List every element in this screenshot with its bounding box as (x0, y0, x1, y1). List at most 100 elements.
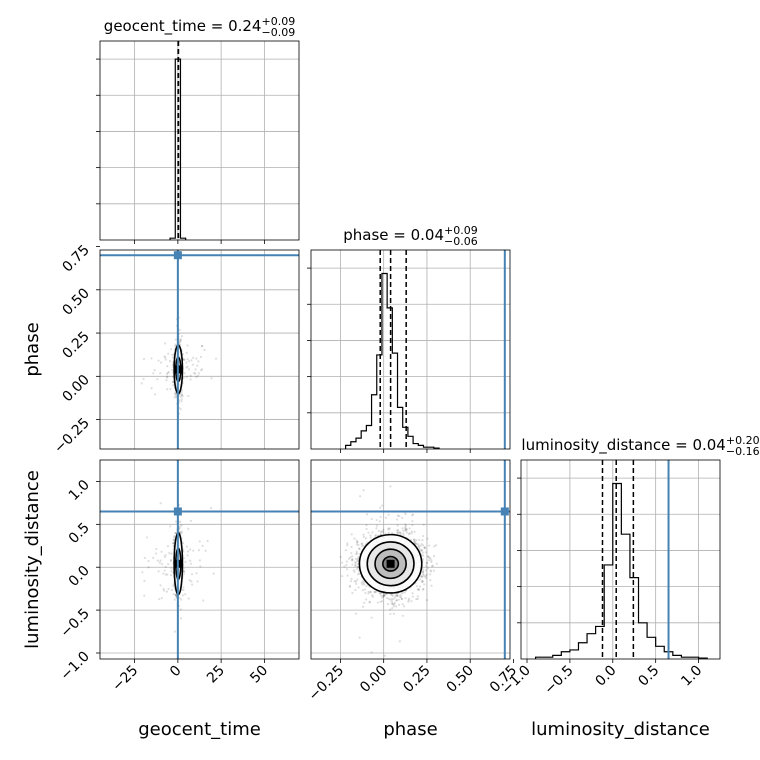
sample-point (391, 594, 394, 597)
sample-point (167, 587, 170, 591)
sample-point (408, 533, 411, 536)
sample-point (411, 514, 414, 517)
sample-point (389, 608, 392, 611)
sample-point (387, 531, 391, 534)
sample-point (396, 524, 399, 527)
sample-point (178, 597, 181, 600)
panel-content (100, 460, 299, 659)
sample-point (166, 545, 170, 548)
sample-point (396, 531, 399, 534)
sample-point (423, 547, 426, 550)
sample-point (355, 559, 359, 562)
sample-point (380, 600, 384, 603)
sample-point (430, 584, 433, 587)
axes-frame (99, 459, 300, 660)
sample-point (390, 600, 394, 603)
sample-point (351, 559, 354, 562)
x-tick-label: 0 (167, 663, 185, 681)
sample-point (421, 575, 424, 578)
sample-point (422, 588, 425, 591)
sample-point (174, 593, 178, 596)
sample-point (188, 360, 191, 363)
sample-point (379, 530, 382, 534)
sample-point (159, 371, 162, 375)
sample-point (191, 583, 194, 586)
sample-point (189, 548, 192, 551)
sample-point (167, 370, 170, 374)
sample-point (166, 371, 169, 374)
sample-point (158, 597, 161, 601)
sample-point (429, 579, 432, 582)
sample-point (392, 612, 395, 615)
sample-point (413, 530, 416, 533)
plot-background (100, 460, 299, 659)
panel-title: luminosity_distance = 0.04+0.20 −0.16 (521, 434, 759, 458)
sample-point (189, 559, 192, 562)
sample-point (420, 543, 423, 546)
x-tick-label: −0.25 (306, 663, 348, 705)
sample-point (426, 537, 429, 540)
sample-point (413, 540, 416, 543)
sample-point (356, 578, 359, 581)
sample-point (388, 527, 392, 530)
sample-point (143, 556, 146, 560)
sample-point (427, 555, 430, 559)
sample-point (185, 351, 188, 354)
sample-point (180, 393, 183, 396)
sample-point (186, 344, 189, 347)
sample-point (362, 533, 365, 536)
title-main: luminosity_distance = 0.04 (521, 436, 725, 455)
sample-point (361, 580, 365, 583)
sample-point (190, 573, 194, 576)
sample-point (356, 565, 359, 568)
sample-point (363, 601, 366, 604)
sample-point (206, 539, 209, 543)
density-peak (386, 559, 395, 568)
sample-point (421, 581, 424, 584)
sample-point (425, 576, 428, 579)
sample-point (180, 531, 183, 534)
sample-point (396, 518, 399, 521)
x-axis-label: phase (383, 719, 437, 740)
sample-point (424, 551, 427, 554)
sample-point (165, 376, 169, 379)
plot-background (311, 250, 510, 449)
x-tick-label: 0.50 (444, 663, 477, 696)
sample-point (407, 599, 410, 602)
sample-point (350, 559, 353, 562)
sample-point (345, 560, 349, 563)
sample-point (189, 374, 192, 377)
sample-point (433, 545, 436, 548)
sample-point (419, 575, 423, 578)
sample-point (354, 563, 357, 567)
sample-point (430, 565, 434, 568)
sample-point (190, 580, 193, 583)
sample-point (174, 593, 178, 597)
title-main: phase = 0.04 (343, 226, 444, 244)
scatter-phase_vs_geocent_time (99, 249, 300, 450)
sample-point (142, 377, 145, 381)
sample-point (420, 575, 424, 578)
sample-point (178, 530, 181, 534)
sample-point (152, 556, 155, 559)
sample-point (174, 531, 177, 535)
sample-point (164, 342, 167, 345)
sample-point (166, 365, 169, 368)
sample-point (164, 356, 167, 359)
sample-point (395, 605, 398, 608)
sample-point (174, 343, 177, 346)
sample-point (186, 554, 189, 557)
sample-point (357, 543, 360, 547)
sample-point (400, 592, 403, 595)
sample-point (346, 574, 349, 577)
histogram-luminosity_distance: luminosity_distance = 0.04+0.20 −0.16 (517, 434, 760, 660)
sample-point (165, 372, 169, 376)
sample-point (172, 538, 175, 541)
sample-point (421, 538, 424, 542)
y-axis-label: phase (22, 322, 43, 376)
sample-point (365, 584, 368, 588)
histogram-phase: phase = 0.04+0.09 −0.06 (307, 224, 511, 450)
sample-point (191, 363, 195, 366)
sample-point (367, 592, 370, 595)
sample-point (370, 517, 373, 521)
